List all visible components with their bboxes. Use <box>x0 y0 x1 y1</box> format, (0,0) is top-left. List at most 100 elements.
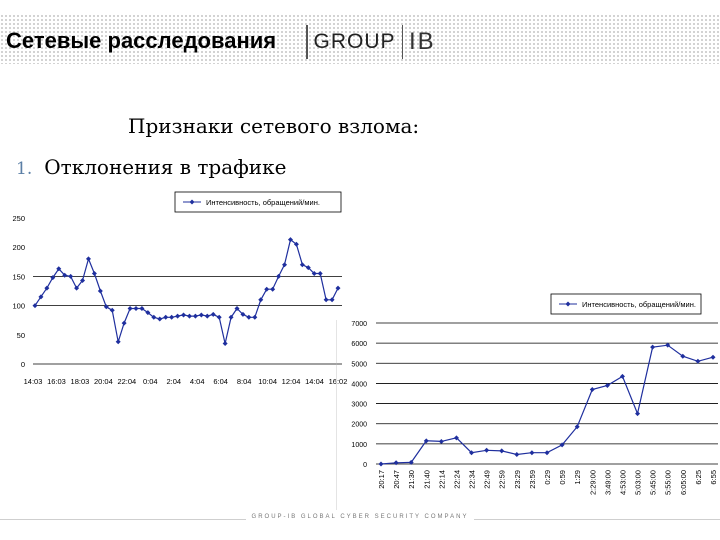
x-tick-label: 12:04 <box>282 377 301 386</box>
x-tick-label: 5:55:00 <box>664 470 673 495</box>
data-point <box>323 297 329 303</box>
data-point <box>559 442 565 448</box>
data-point <box>589 386 595 392</box>
data-point <box>311 270 317 276</box>
logo-group-text: GROUP <box>313 30 396 53</box>
legend-box <box>550 293 702 315</box>
y-tick-label: 50 <box>17 331 25 340</box>
x-tick-label: 18:03 <box>71 377 90 386</box>
group-ib-logo: GROUP IB <box>300 22 436 62</box>
data-point <box>186 313 192 319</box>
slide-title: Сетевые расследования <box>6 28 277 53</box>
x-tick-label: 8:04 <box>237 377 252 386</box>
y-tick-label: 100 <box>12 302 25 311</box>
y-tick-label: 5000 <box>351 361 367 368</box>
data-point <box>484 447 490 453</box>
x-tick-label: 0:29 <box>543 470 552 485</box>
data-point <box>438 438 444 444</box>
data-point <box>619 373 625 379</box>
data-point <box>234 306 240 312</box>
data-point <box>317 270 323 276</box>
data-point <box>181 312 187 318</box>
y-tick-label: 150 <box>12 272 25 281</box>
data-point <box>453 435 459 441</box>
data-point <box>228 314 234 320</box>
y-tick-label: 7000 <box>351 321 367 328</box>
data-point <box>252 314 258 320</box>
data-point <box>650 344 656 350</box>
x-tick-label: 6:55 <box>709 470 718 485</box>
x-tick-label: 6:05:00 <box>679 470 688 495</box>
x-tick-label: 21:30 <box>407 470 416 489</box>
x-tick-label: 5:03:00 <box>634 470 643 495</box>
data-point <box>544 450 550 456</box>
data-point <box>287 237 293 243</box>
data-point <box>80 277 86 283</box>
data-point <box>133 306 139 312</box>
data-point <box>499 448 505 454</box>
x-tick-label: 21:40 <box>422 470 431 489</box>
x-tick-label: 3:49:00 <box>603 470 612 495</box>
list-item: 1. Отклонения в трафике <box>16 155 286 179</box>
data-point <box>222 341 228 347</box>
data-point <box>175 313 181 319</box>
x-tick-label: 10:04 <box>258 377 277 386</box>
data-point <box>145 310 151 316</box>
data-point <box>163 314 169 320</box>
data-point <box>514 452 520 458</box>
legend-swatch-marker <box>565 301 571 307</box>
x-tick-label: 6:25 <box>694 470 703 485</box>
x-tick-label: 1:29 <box>573 470 582 485</box>
list-text: Отклонения в трафике <box>44 155 287 179</box>
x-tick-label: 0:59 <box>558 470 567 485</box>
x-tick-label: 6:04 <box>213 377 228 386</box>
y-tick-label: 1000 <box>351 442 367 449</box>
data-point <box>329 297 335 303</box>
data-point <box>210 311 216 317</box>
data-point <box>305 265 311 271</box>
x-tick-label: 22:49 <box>483 470 492 489</box>
data-point <box>56 266 62 272</box>
data-point <box>192 313 198 319</box>
legend-label: Интенсивность, обращений/мин. <box>206 198 320 207</box>
x-tick-label: 22:04 <box>117 377 136 386</box>
x-tick-label: 0:04 <box>143 377 158 386</box>
x-tick-label: 22:59 <box>498 470 507 489</box>
y-tick-label: 4000 <box>351 381 367 388</box>
x-tick-label: 20:17 <box>377 470 386 489</box>
y-tick-label: 200 <box>12 243 25 252</box>
x-tick-label: 20:04 <box>94 377 113 386</box>
data-point <box>529 450 535 456</box>
data-point <box>276 273 282 279</box>
data-point <box>151 314 157 320</box>
data-point <box>103 304 109 310</box>
data-point <box>97 288 103 294</box>
data-point <box>270 286 276 292</box>
legend-label: Интенсивность, обращений/мин. <box>582 300 696 309</box>
traffic-chart-right: Интенсивность, обращений/мин. 0 1000 2000 30… <box>336 293 718 510</box>
series-line <box>34 238 339 344</box>
y-tick-label: 0 <box>21 360 25 369</box>
x-tick-label: 22:34 <box>468 470 477 489</box>
list-number: 1. <box>16 159 33 179</box>
x-tick-label: 23:59 <box>528 470 537 489</box>
data-point <box>665 342 671 348</box>
x-tick-label: 4:04 <box>190 377 205 386</box>
data-point <box>169 314 175 320</box>
x-tick-label: 16:02 <box>329 377 348 386</box>
y-tick-label: 0 <box>363 462 367 469</box>
footer-text: GROUP-IB GLOBAL CYBER SECURITY COMPANY <box>0 514 720 520</box>
data-point <box>423 438 429 444</box>
data-point <box>139 306 145 312</box>
data-point <box>115 339 121 345</box>
x-tick-label: 22:24 <box>452 470 461 489</box>
data-point <box>680 353 686 359</box>
data-point <box>50 275 56 281</box>
header-dot-pattern <box>0 14 720 64</box>
data-point <box>604 382 610 388</box>
data-point <box>695 358 701 364</box>
data-point <box>157 316 163 322</box>
traffic-chart-left: Интенсивность, обращений/мин. 0 50 100 150 20… <box>12 191 348 386</box>
data-point <box>32 303 38 309</box>
x-tick-label: 14:03 <box>24 377 43 386</box>
